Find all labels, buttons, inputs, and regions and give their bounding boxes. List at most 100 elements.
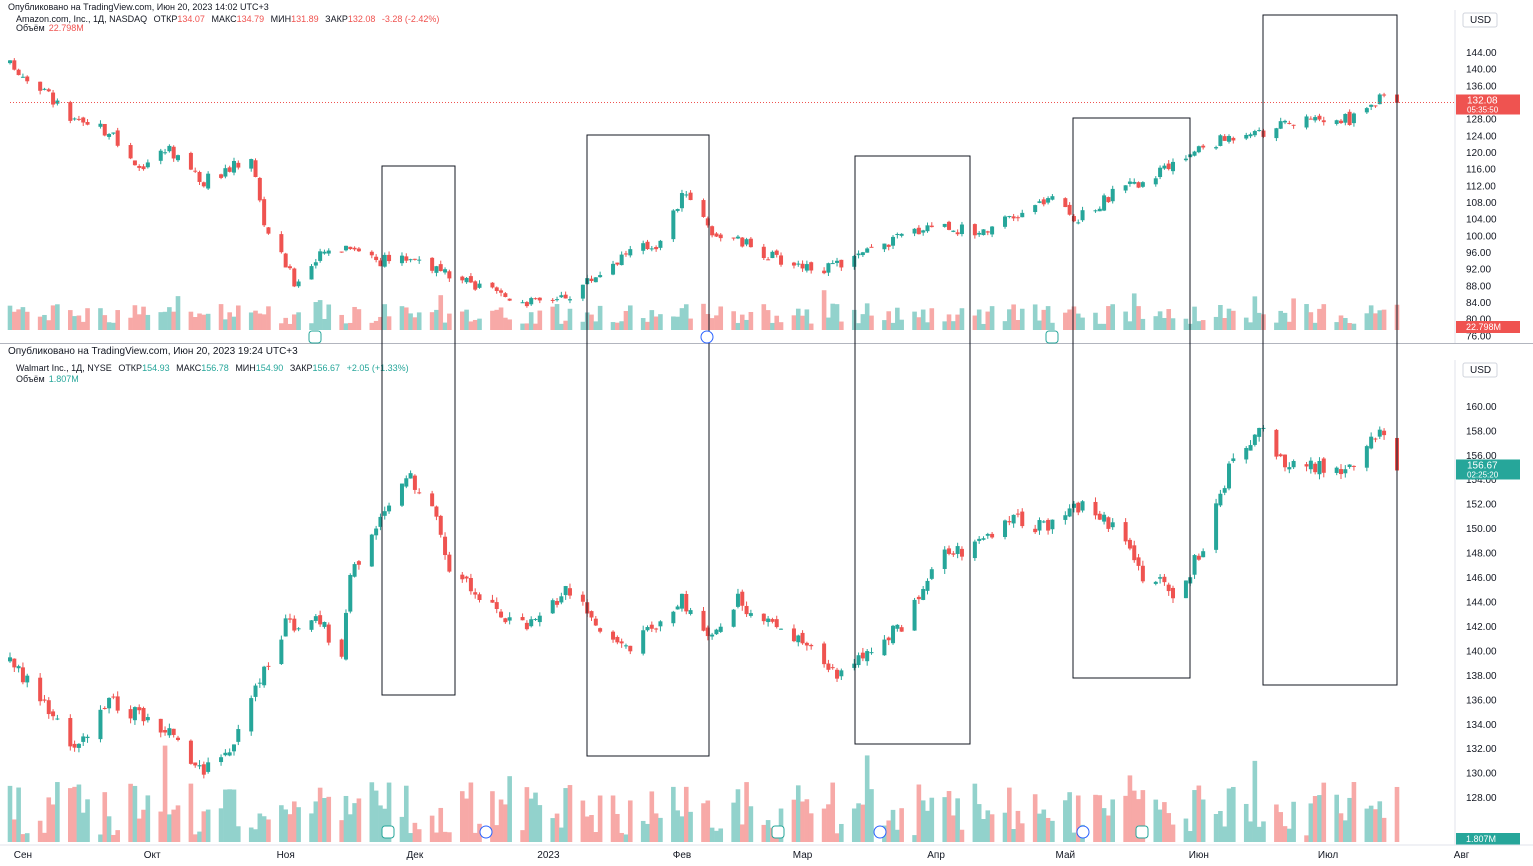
volume-bar [197, 313, 202, 330]
candle-body [283, 618, 288, 637]
volume-bar [205, 313, 211, 330]
candle-body [1127, 181, 1132, 184]
volume-bar [1101, 323, 1107, 330]
candle-body [201, 764, 206, 775]
candle-body [417, 259, 422, 261]
volume-bar [735, 789, 741, 842]
volume-bar [701, 303, 706, 330]
volume-bar [1131, 293, 1137, 330]
candle-body [533, 618, 538, 620]
volume-bar [770, 322, 775, 330]
volume-bar [1226, 788, 1232, 842]
volume-bar [1196, 785, 1202, 842]
candle-body [856, 253, 861, 256]
volume-bar [1287, 321, 1292, 330]
time-tick-label: Ноя [277, 850, 295, 861]
candle-body [740, 237, 745, 247]
volume-bar [106, 322, 112, 330]
volume-bar [1368, 305, 1374, 330]
candle-body [318, 251, 323, 261]
candle-body [1110, 188, 1115, 202]
volume-bar [253, 310, 258, 330]
candle-body [55, 718, 60, 720]
price-tick-label: 152.00 [1466, 500, 1497, 511]
volume-bar [223, 319, 228, 330]
candle-body [550, 299, 555, 301]
volume-bar [1200, 320, 1206, 330]
volume-bar [709, 318, 715, 330]
candle-body [42, 699, 47, 701]
volume-bar [167, 307, 172, 330]
volume-bar [291, 314, 297, 330]
price-tick-label: 128.00 [1466, 115, 1497, 126]
candle-body [163, 152, 168, 154]
candle-body [443, 536, 448, 556]
candle-body [895, 624, 900, 629]
volume-bar [20, 834, 26, 842]
volume-bar [839, 321, 844, 330]
candle-body [1218, 493, 1223, 506]
volume-bar [1032, 794, 1038, 842]
volume-bar [313, 302, 319, 330]
volume-bar [559, 827, 564, 842]
candle-body [430, 257, 435, 271]
volume-bar [1067, 792, 1072, 842]
volume-bar [1007, 309, 1012, 330]
volume-bar [231, 789, 237, 842]
volume-bar [567, 308, 573, 330]
volume-bar [403, 307, 409, 330]
time-tick-label: 2023 [537, 850, 560, 861]
candle-body [1050, 196, 1055, 200]
candle-body [51, 92, 56, 105]
price-tick-label: 134.00 [1466, 720, 1497, 731]
volume-bar [890, 809, 896, 842]
volume-bar [201, 811, 207, 842]
candle-body [279, 234, 284, 253]
candle-body [623, 253, 628, 255]
candle-body [477, 594, 482, 601]
published-text-1: Опубликовано на TradingView.com, Июн 20,… [8, 2, 269, 12]
price-badge [1456, 459, 1520, 480]
candle-body [68, 102, 73, 121]
volume-bar [261, 314, 267, 330]
candle-body [1278, 454, 1283, 457]
candle-body [167, 145, 172, 152]
volume-bar [218, 808, 224, 842]
volume-bar [537, 805, 543, 842]
volume-bar [201, 314, 207, 330]
candle-body [20, 76, 25, 78]
candle-body [856, 655, 861, 666]
volume-bar [296, 807, 301, 842]
volume-bar [748, 806, 754, 842]
candle-body [654, 628, 659, 630]
price-tick-label: 116.00 [1466, 165, 1496, 176]
candle-body [645, 627, 650, 631]
volume-bar [533, 792, 538, 842]
candle-body [671, 210, 676, 240]
price-tick-label: 124.00 [1466, 131, 1497, 142]
volume-bar [985, 810, 991, 842]
candle-body [1037, 201, 1042, 203]
candle-body [959, 224, 964, 235]
low-value: 131.89 [291, 14, 319, 24]
candle-body [443, 269, 448, 273]
candle-body [835, 669, 840, 679]
volume-label: Объём [16, 374, 45, 384]
candle-body [1106, 517, 1111, 529]
volume-bar [1274, 322, 1279, 330]
volume-bar [808, 323, 814, 330]
candle-body [322, 622, 327, 627]
candle-body [705, 218, 710, 226]
volume-bar [1278, 812, 1283, 842]
volume-bar [322, 798, 327, 842]
candle-body [408, 473, 413, 479]
candle-body [141, 166, 146, 170]
volume-bar [1153, 799, 1159, 842]
volume-bar [929, 797, 935, 842]
volume-bar [68, 788, 73, 842]
candle-body [399, 255, 404, 264]
volume-bar [429, 312, 435, 330]
candle-body [115, 130, 120, 146]
price-badge-value: 156.67 [1467, 460, 1498, 471]
